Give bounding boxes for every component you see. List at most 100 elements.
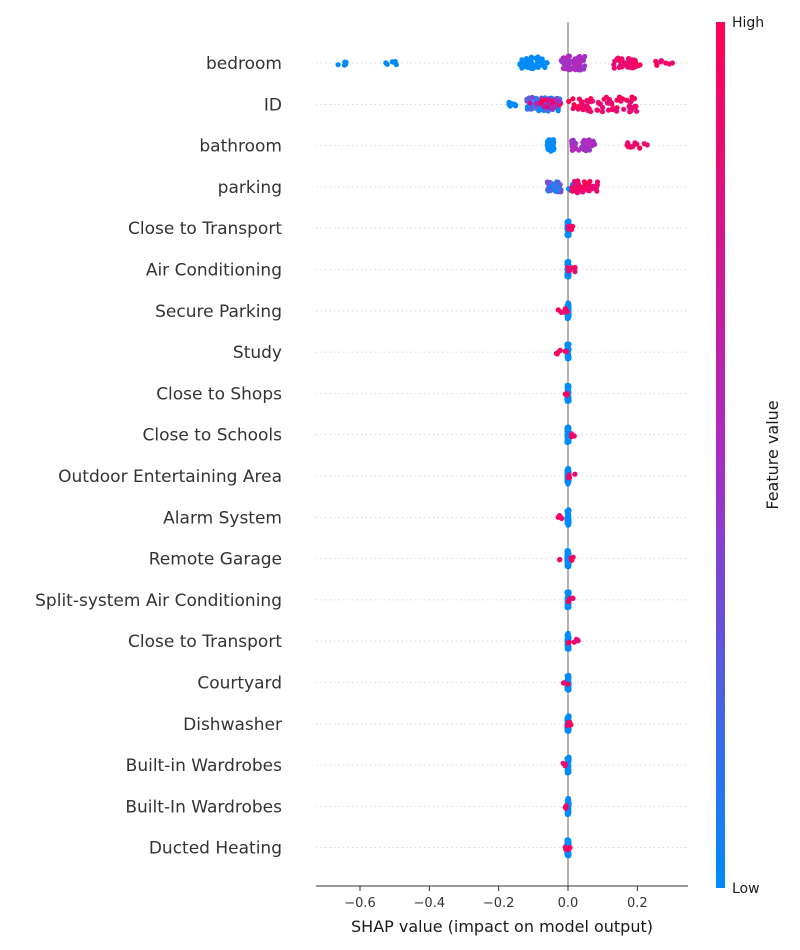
shap-point bbox=[547, 188, 554, 194]
shap-point bbox=[565, 55, 571, 61]
shap-point bbox=[637, 145, 643, 151]
x-tick-label: −0.6 bbox=[344, 896, 376, 911]
shap-point bbox=[519, 57, 525, 63]
shap-point bbox=[564, 391, 570, 397]
shap-point bbox=[584, 102, 590, 109]
shap-point bbox=[564, 354, 570, 361]
shap-point bbox=[565, 382, 571, 389]
shap-point bbox=[561, 680, 567, 686]
shap-point bbox=[627, 99, 633, 105]
shap-point bbox=[580, 139, 586, 145]
shap-point bbox=[573, 62, 579, 68]
shap-point bbox=[582, 53, 588, 60]
shap-point bbox=[584, 180, 590, 186]
shap-point bbox=[523, 64, 529, 70]
shap-point bbox=[568, 722, 574, 728]
shap-point bbox=[511, 101, 517, 107]
shap-point bbox=[528, 59, 534, 65]
shap-point bbox=[546, 144, 552, 150]
shap-point bbox=[565, 644, 571, 651]
shap-point bbox=[538, 100, 544, 106]
shap-point bbox=[558, 309, 564, 315]
shap-point bbox=[595, 107, 601, 113]
feature-label: Remote Garage bbox=[149, 550, 282, 570]
shap-point bbox=[571, 102, 577, 108]
shap-point bbox=[566, 303, 572, 309]
shap-point bbox=[594, 183, 600, 189]
feature-label: Built-in Wardrobes bbox=[126, 756, 282, 776]
shap-point bbox=[564, 561, 570, 568]
shap-point bbox=[653, 58, 659, 64]
shap-point bbox=[580, 102, 586, 108]
shap-point bbox=[566, 598, 572, 605]
shap-point bbox=[626, 56, 632, 62]
shap-point bbox=[586, 188, 592, 194]
shap-point bbox=[528, 106, 534, 112]
shap-point bbox=[629, 65, 635, 71]
shap-point bbox=[569, 557, 575, 563]
shap-point bbox=[566, 437, 572, 444]
shap-point bbox=[614, 108, 620, 114]
shap-point bbox=[565, 522, 571, 528]
shap-point bbox=[625, 144, 631, 150]
shap-point bbox=[566, 754, 572, 760]
shap-point bbox=[343, 59, 349, 65]
shap-point bbox=[634, 108, 640, 114]
shap-point bbox=[550, 139, 556, 145]
feature-gridlines bbox=[316, 62, 688, 849]
shap-point bbox=[565, 810, 571, 817]
feature-label: Secure Parking bbox=[155, 302, 282, 322]
feature-label: Ducted Heating bbox=[149, 839, 282, 859]
feature-label: bedroom bbox=[206, 54, 282, 74]
x-tick-label: 0.0 bbox=[558, 896, 579, 911]
shap-point bbox=[565, 226, 571, 232]
shap-point bbox=[571, 182, 578, 188]
shap-point bbox=[577, 59, 583, 66]
shap-point bbox=[564, 309, 571, 315]
shap-point bbox=[595, 99, 602, 105]
shap-point bbox=[572, 264, 578, 271]
feature-label: ID bbox=[264, 95, 282, 115]
shap-point bbox=[506, 101, 512, 107]
shap-point bbox=[654, 62, 660, 68]
feature-label: Close to Transport bbox=[128, 632, 282, 652]
shap-point bbox=[527, 100, 533, 106]
shap-point bbox=[617, 95, 623, 101]
shap-point bbox=[560, 760, 566, 766]
colorbar bbox=[716, 22, 725, 888]
feature-label: Courtyard bbox=[197, 674, 282, 694]
shap-point bbox=[383, 60, 389, 66]
shap-point bbox=[571, 146, 577, 152]
shap-point bbox=[529, 64, 535, 70]
shap-point bbox=[570, 595, 576, 602]
shap-point bbox=[623, 62, 629, 68]
shap-point bbox=[557, 514, 563, 520]
colorbar-low-label: Low bbox=[732, 881, 760, 897]
shap-point bbox=[565, 264, 571, 270]
shap-point bbox=[564, 396, 570, 402]
feature-label: Dishwasher bbox=[183, 715, 282, 735]
shap-point bbox=[566, 98, 572, 104]
x-axis: −0.6 −0.4 −0.2 0.0 0.2 bbox=[316, 885, 688, 911]
shap-point bbox=[566, 589, 572, 595]
shap-point bbox=[612, 58, 618, 64]
shap-point bbox=[572, 269, 578, 275]
feature-label: Study bbox=[233, 343, 282, 363]
shap-point bbox=[559, 59, 565, 65]
shap-point bbox=[637, 62, 643, 68]
shap-point bbox=[572, 471, 578, 477]
shap-point bbox=[566, 840, 572, 846]
shap-point bbox=[617, 63, 623, 69]
shap-point bbox=[585, 140, 591, 146]
shap-point bbox=[599, 109, 606, 115]
shap-point bbox=[564, 425, 570, 431]
shap-point bbox=[565, 852, 571, 859]
shap-point bbox=[625, 140, 631, 146]
shap-point bbox=[564, 510, 571, 517]
shap-point bbox=[566, 759, 572, 765]
shap-point bbox=[669, 60, 676, 66]
shap-point bbox=[564, 342, 571, 348]
shap-point bbox=[629, 95, 635, 101]
shap-point bbox=[628, 108, 634, 114]
